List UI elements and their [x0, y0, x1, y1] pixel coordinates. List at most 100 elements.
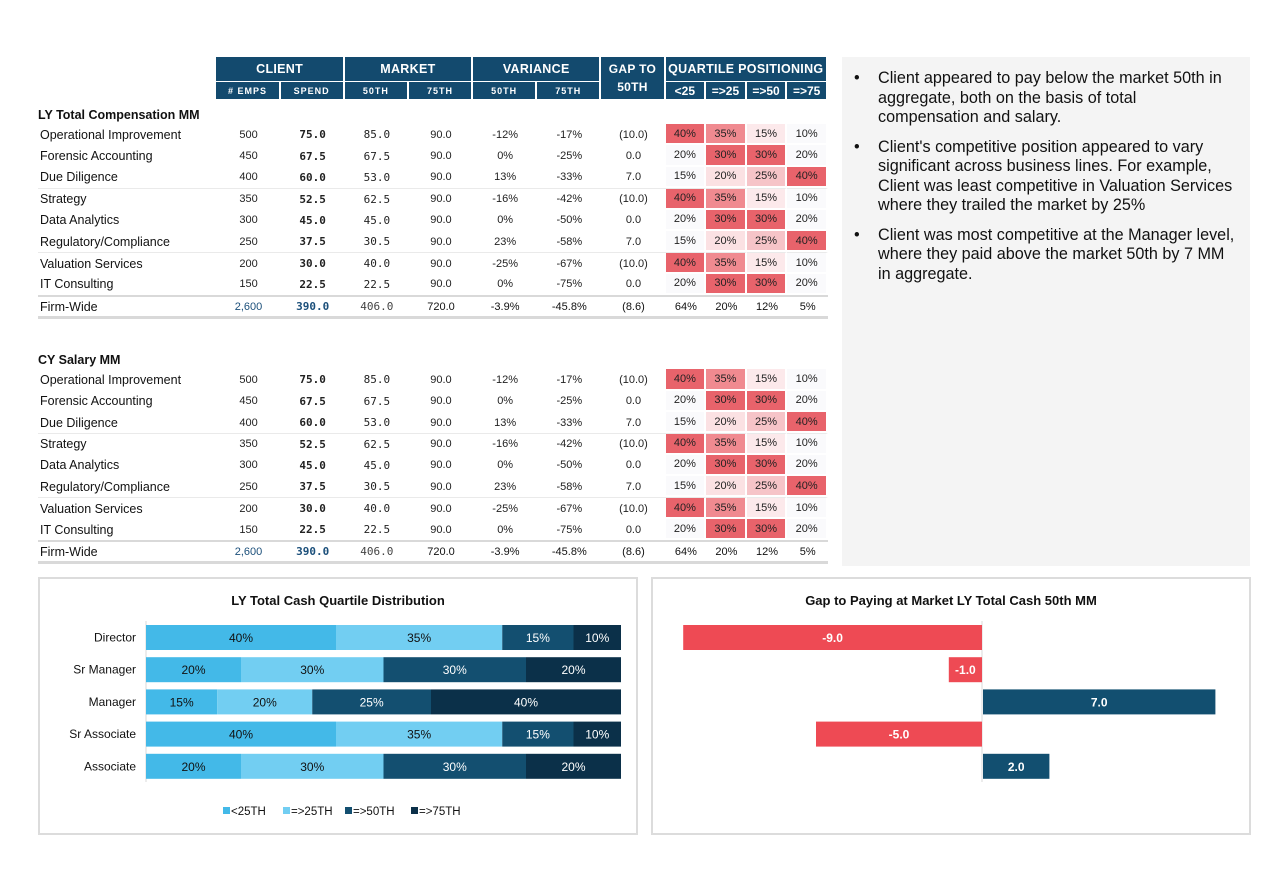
variance-75th-cell: -42% — [537, 433, 602, 454]
bar-segment — [336, 625, 503, 650]
quartile-cell: 10% — [787, 433, 828, 455]
market-50th-cell: 85.0 — [363, 128, 391, 142]
negative-bar — [948, 657, 982, 683]
quartile-cell: 30% — [746, 209, 788, 231]
quartile-cell: 25% — [746, 411, 788, 434]
spend-cell: 67.5 — [299, 394, 326, 408]
data-label: 15% — [526, 631, 550, 645]
spend-cell: 60.0 — [299, 170, 326, 184]
gap-to-50th-cell: 7.0 — [625, 171, 642, 184]
row-label: IT Consulting — [40, 277, 114, 292]
header-emps: # EMPS — [216, 82, 281, 100]
bar-segment — [217, 689, 313, 715]
quartile-cell: 40% — [787, 476, 828, 498]
quartile-cell: 15% — [746, 433, 788, 455]
emps-cell: 500 — [239, 128, 258, 141]
row-label: Valuation Services — [38, 497, 217, 518]
market-50th-cell: 62.5 — [344, 188, 409, 209]
header-client: CLIENT — [216, 57, 345, 82]
quartile-cell: 10% — [787, 369, 828, 391]
total-row: Firm-Wide 2,600 390.0 406.0 720.0 -3.9% -45.8%… — [38, 540, 828, 565]
variance-50th-cell: 23% — [494, 480, 517, 493]
market-50th-cell: 22.5 — [363, 277, 391, 291]
gap-to-50th-cell: (10.0) — [601, 433, 666, 454]
bar-segment — [383, 657, 526, 683]
total-spend: 390.0 — [280, 295, 345, 320]
commentary-item: • Client was most competitive at the Man… — [852, 226, 1236, 285]
bar-segment — [336, 721, 503, 747]
data-label: 20% — [181, 760, 205, 774]
bar-segment — [502, 625, 574, 650]
data-label: 40% — [229, 631, 253, 645]
variance-75th-cell: -58% — [556, 235, 583, 248]
quartile-cell: 20% — [665, 518, 707, 541]
bar-segment — [146, 753, 241, 779]
emps-cell: 350 — [216, 188, 281, 209]
variance-50th-cell: 13% — [494, 416, 517, 429]
category-label: Sr Associate — [69, 727, 136, 741]
quartile-cell: 15% — [665, 230, 707, 253]
table-row: Valuation Services 200 30.0 40.0 90.0 -25% -67… — [38, 252, 828, 274]
variance-75th-cell: -67% — [537, 497, 602, 518]
total-quartile: 12% — [746, 295, 788, 320]
market-50th-cell: 30.5 — [363, 235, 391, 249]
bar-segment — [146, 689, 218, 715]
quartile-cell: 25% — [746, 166, 788, 189]
market-75th-cell: 90.0 — [430, 480, 452, 493]
data-label: 20% — [253, 695, 277, 709]
gap-to-50th-cell: (10.0) — [619, 373, 648, 386]
gap-to-50th-cell: 0.0 — [625, 523, 642, 536]
gap-to-50th-cell: 7.0 — [625, 416, 642, 429]
variance-50th-cell: 23% — [494, 235, 517, 248]
row-label: Due Diligence — [40, 170, 118, 185]
spend-cell: 45.0 — [299, 458, 326, 472]
bullet-icon: • — [854, 69, 860, 87]
section-header-row: CY Salary MM — [38, 345, 828, 369]
variance-50th-cell: -25% — [473, 497, 538, 518]
spend-cell: 22.5 — [299, 523, 326, 537]
quartile-cell: 40% — [665, 124, 707, 146]
quartile-cell: 30% — [746, 273, 788, 296]
header-spend: SPEND — [280, 82, 345, 100]
quartile-cell: 15% — [746, 252, 788, 274]
market-50th-cell: 67.5 — [363, 394, 391, 408]
variance-50th-cell: 0% — [497, 523, 514, 536]
header-q-lt25: <25 — [665, 82, 707, 100]
table-body: LY Total Compensation MM Operational Impr… — [38, 100, 828, 565]
gap-to-50th-cell: 7.0 — [625, 235, 642, 248]
gap-to-50th-cell: 0.0 — [625, 395, 642, 408]
row-label: Strategy — [38, 433, 217, 454]
negative-bar — [816, 721, 982, 747]
market-50th-cell: 45.0 — [363, 458, 391, 472]
variance-75th-cell: -17% — [556, 373, 583, 386]
data-label: 10% — [585, 631, 609, 645]
quartile-cell: 30% — [706, 145, 747, 167]
market-75th-cell: 90.0 — [408, 433, 474, 454]
total-variance-75th: -45.8% — [537, 540, 602, 565]
emps-cell: 200 — [216, 497, 281, 518]
market-75th-cell: 90.0 — [430, 150, 452, 163]
bullet-icon: • — [854, 137, 860, 156]
data-label: 35% — [407, 728, 431, 742]
table-row: Forensic Accounting 450 67.5 67.5 90.0 0% -25%… — [38, 145, 828, 167]
emps-cell: 150 — [239, 523, 258, 536]
quartile-cell: 30% — [746, 518, 788, 541]
total-gap-to-50th: (8.6) — [601, 295, 666, 320]
table-row: Valuation Services 200 30.0 40.0 90.0 -25% -67… — [38, 497, 828, 519]
market-75th-cell: 90.0 — [430, 278, 452, 291]
table-row: Data Analytics 300 45.0 45.0 90.0 0% -50% 0.0 20… — [38, 454, 828, 477]
quartile-cell: 40% — [665, 497, 707, 519]
quartile-cell: 30% — [746, 390, 788, 412]
emps-cell: 300 — [239, 459, 258, 472]
quartile-distribution-chart-panel: LY Total Cash Quartile Distribution Dire… — [38, 577, 638, 835]
emps-cell: 450 — [239, 150, 258, 163]
market-75th-cell: 90.0 — [408, 252, 474, 273]
bar-segment — [146, 625, 336, 650]
variance-75th-cell: -25% — [556, 150, 583, 163]
quartile-cell: 20% — [706, 230, 747, 253]
emps-cell: 150 — [239, 278, 258, 291]
bar-segment — [573, 721, 621, 747]
section-title: CY Salary MM — [38, 353, 121, 368]
emps-cell: 250 — [239, 480, 258, 493]
gap-to-market-chart-panel: Gap to Paying at Market LY Total Cash 50… — [651, 577, 1251, 835]
